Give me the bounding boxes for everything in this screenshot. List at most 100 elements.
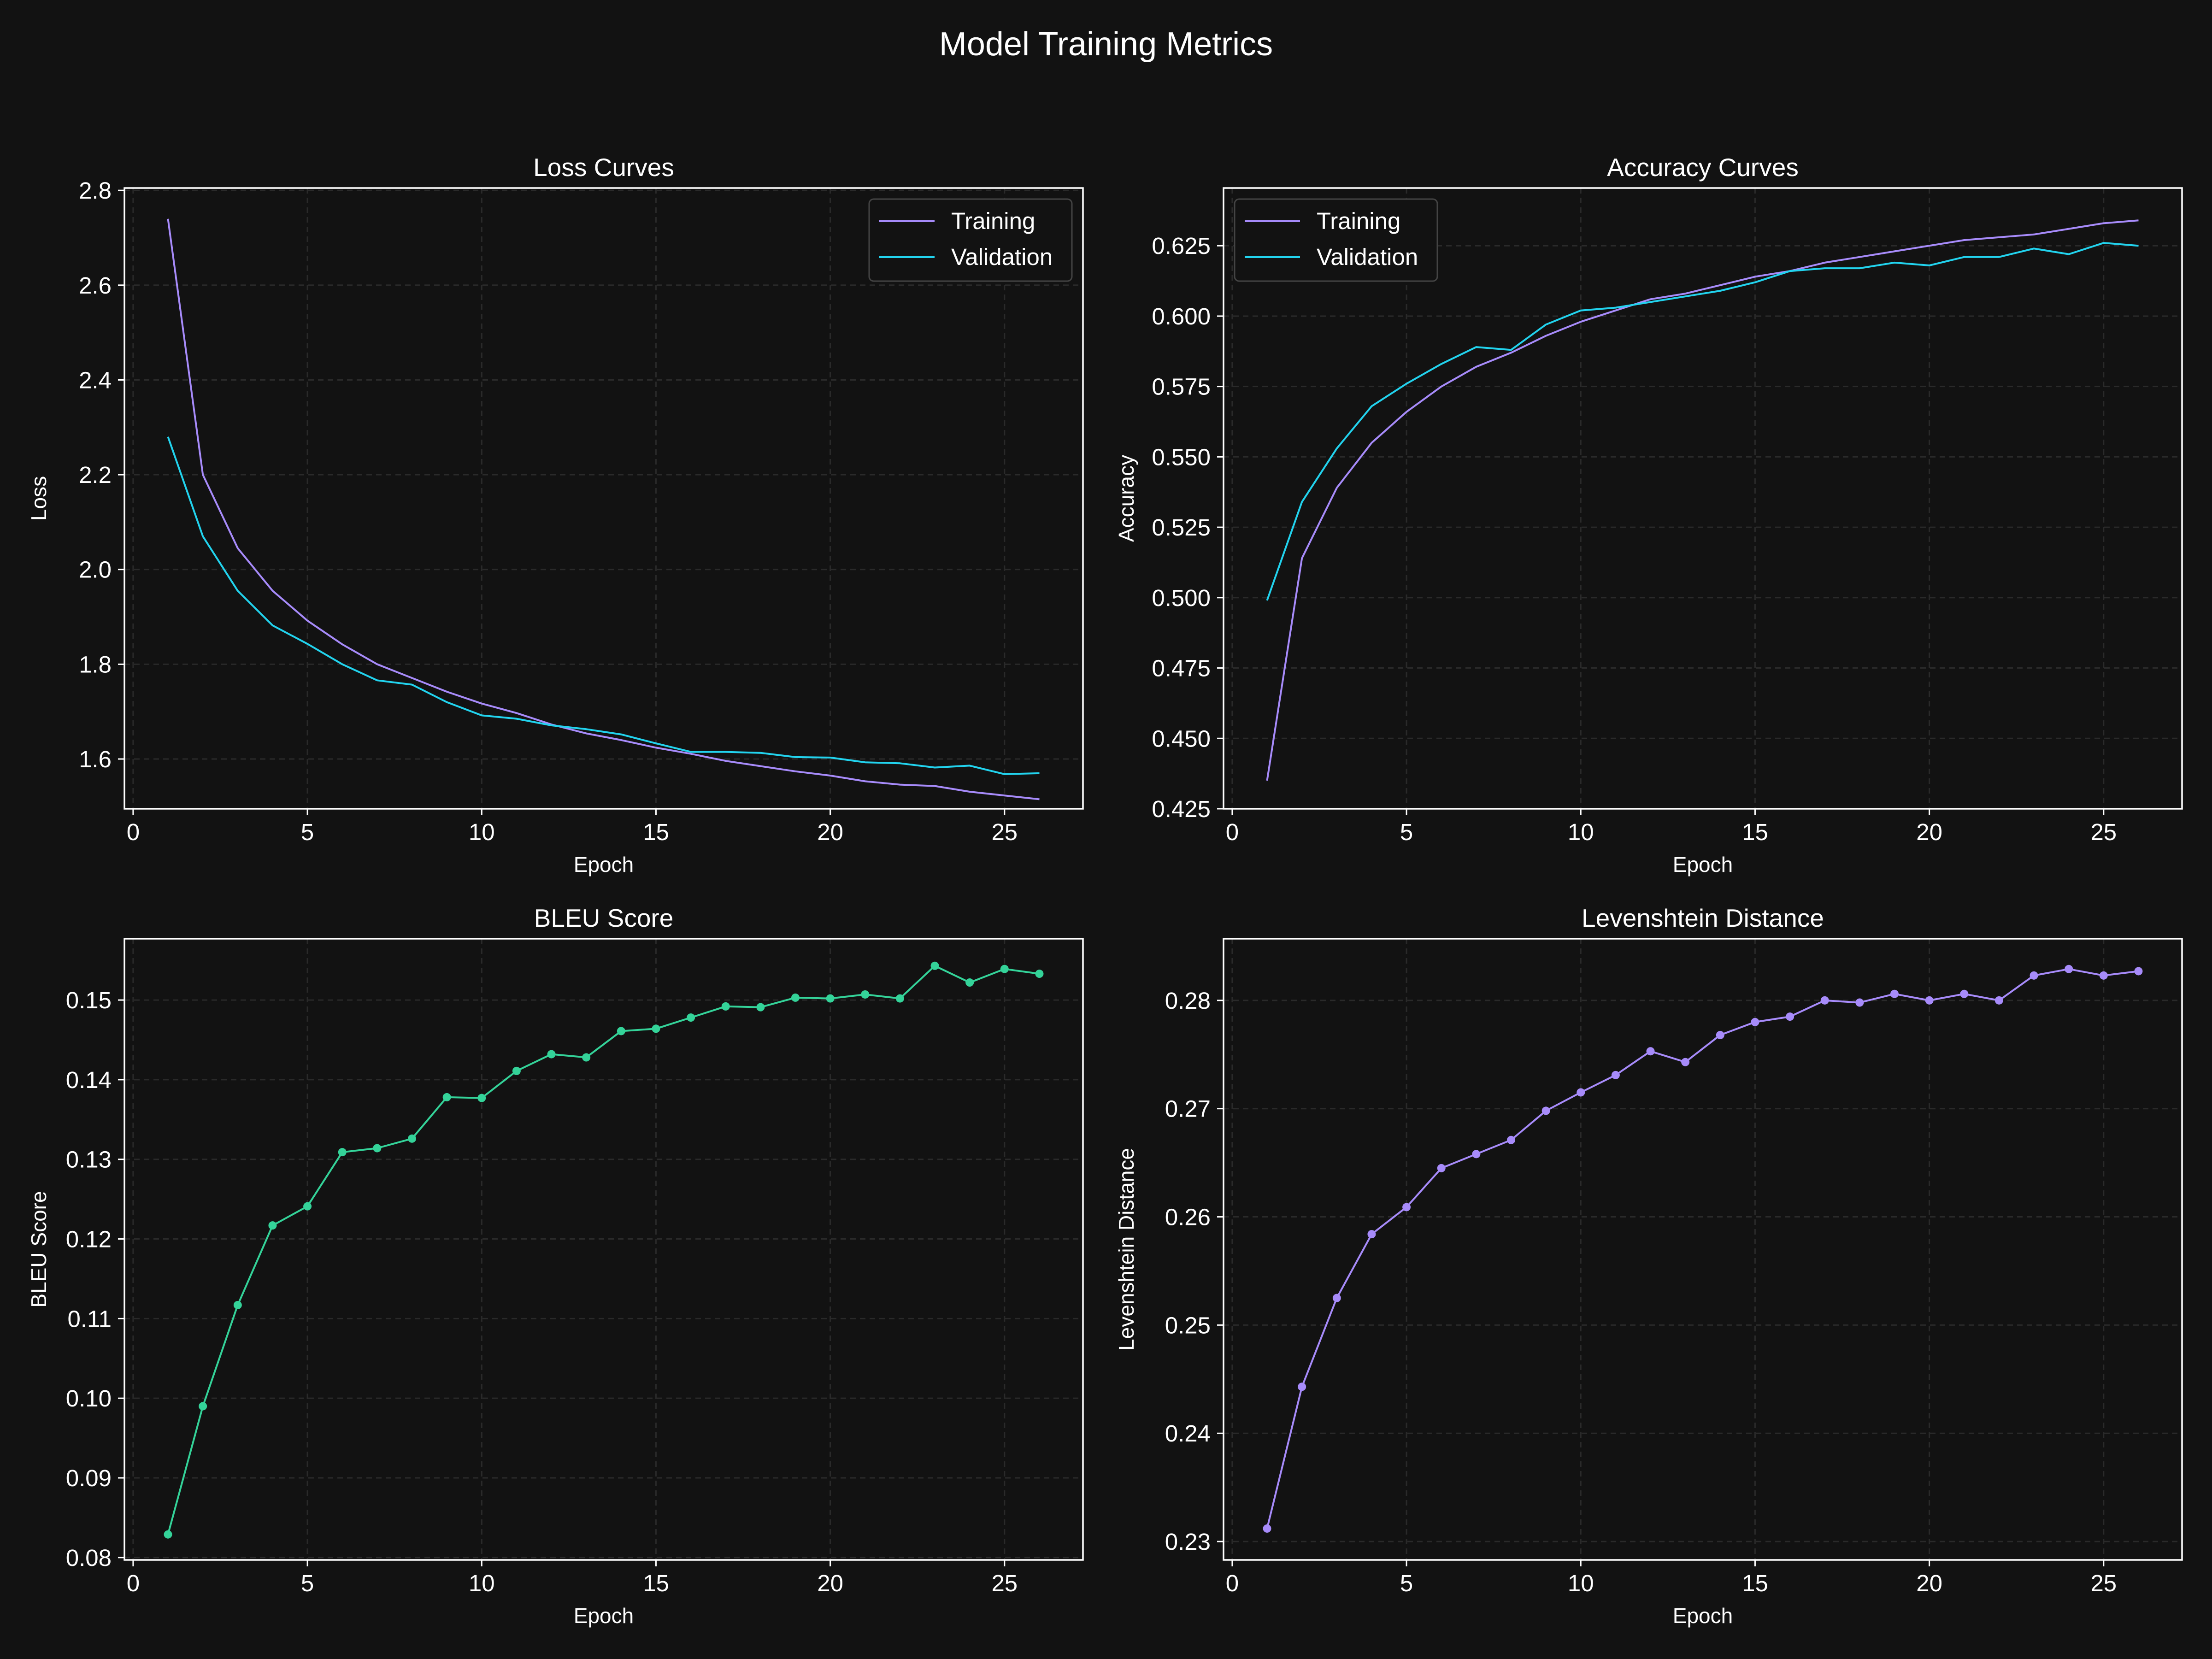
data-point [442, 1093, 451, 1101]
x-axis-label: Epoch [1673, 1604, 1733, 1628]
legend-entry: Validation [1317, 244, 1418, 270]
axes-frame [124, 938, 1084, 1561]
y-tick-label: 2.2 [79, 462, 112, 488]
y-tick-label: 0.500 [1152, 585, 1211, 611]
series-line-main [1266, 968, 2139, 1529]
subplot-1: 0 5 10 15 20 25 1.6 1.8 2.0 2.2 2.4 2.6 2.8 Loss Curv… [27, 153, 1084, 877]
legend-entry: Training [1317, 208, 1400, 234]
data-point [687, 1013, 695, 1022]
x-tick-label: 0 [127, 1570, 140, 1596]
y-tick-label: 0.09 [66, 1465, 112, 1491]
data-point [1855, 998, 1864, 1007]
y-tick-label: 0.27 [1165, 1096, 1211, 1122]
y-tick-label: 1.6 [79, 746, 112, 772]
y-tick-label: 0.26 [1165, 1204, 1211, 1230]
series-line-training [1266, 219, 2139, 781]
y-tick-label: 0.600 [1152, 303, 1211, 329]
data-point [1960, 989, 1969, 998]
data-point [1035, 970, 1044, 978]
data-point [1541, 1106, 1550, 1115]
x-tick-label: 15 [1742, 819, 1768, 845]
x-tick-label: 15 [1742, 1570, 1768, 1596]
x-axis-label: Epoch [574, 853, 634, 877]
data-point [2134, 967, 2143, 976]
data-point [2030, 971, 2038, 980]
x-tick-label: 25 [991, 819, 1018, 845]
data-point [1577, 1088, 1585, 1097]
y-tick-label: 0.475 [1152, 655, 1211, 682]
legend-entry: Validation [951, 244, 1053, 270]
legend-frame [868, 198, 1073, 282]
data-point [1000, 965, 1009, 973]
x-tick-label: 5 [1400, 1570, 1413, 1596]
y-tick-label: 0.23 [1165, 1529, 1211, 1555]
x-tick-label: 10 [1568, 819, 1594, 845]
data-point [2099, 971, 2108, 980]
x-tick-label: 25 [2090, 819, 2117, 845]
data-point [2065, 965, 2073, 973]
data-point [512, 1066, 521, 1075]
y-tick-label: 2.6 [79, 272, 112, 299]
axes-frame [1223, 187, 2183, 810]
data-point [1681, 1058, 1690, 1066]
x-tick-label: 10 [469, 1570, 495, 1596]
y-axis-label: BLEU Score [27, 1191, 51, 1307]
y-tick-label: 0.13 [66, 1147, 112, 1173]
data-point [1646, 1047, 1655, 1056]
data-point [1507, 1135, 1515, 1144]
x-tick-label: 10 [1568, 1570, 1594, 1596]
data-point [1402, 1203, 1411, 1212]
y-tick-label: 0.625 [1152, 233, 1211, 259]
data-point [895, 994, 904, 1003]
data-point [1890, 989, 1899, 998]
data-point [756, 1003, 765, 1012]
y-tick-label: 0.25 [1165, 1312, 1211, 1338]
y-tick-label: 0.12 [66, 1226, 112, 1253]
x-tick-label: 5 [301, 819, 314, 845]
y-tick-label: 1.8 [79, 651, 112, 677]
data-point [721, 1002, 730, 1011]
legend: Training Validation [1234, 198, 1438, 282]
y-tick-label: 0.15 [66, 987, 112, 1013]
x-tick-label: 0 [1226, 819, 1239, 845]
y-tick-label: 0.24 [1165, 1420, 1211, 1447]
x-tick-label: 5 [301, 1570, 314, 1596]
data-point [617, 1027, 625, 1035]
y-axis-label: Loss [27, 476, 51, 521]
y-tick-label: 0.14 [66, 1067, 112, 1093]
subplot-2: 0 5 10 15 20 25 0.425 0.450 0.475 0.500 0.525 0.550… [1114, 153, 2183, 877]
x-tick-label: 20 [1916, 1570, 1942, 1596]
x-tick-label: 15 [643, 819, 669, 845]
data-point [965, 978, 974, 987]
data-point [233, 1300, 242, 1309]
y-axis-label: Accuracy [1114, 455, 1138, 542]
data-point [268, 1221, 277, 1230]
data-point [791, 993, 800, 1002]
data-point [477, 1094, 486, 1102]
data-point [1332, 1294, 1341, 1302]
data-point [1925, 996, 1934, 1005]
series-line-main [167, 965, 1040, 1535]
x-axis-label: Epoch [1673, 853, 1733, 877]
y-tick-label: 0.28 [1165, 988, 1211, 1014]
x-tick-label: 25 [2090, 1570, 2117, 1596]
x-tick-label: 20 [1916, 819, 1942, 845]
data-point [1263, 1524, 1271, 1533]
x-tick-label: 5 [1400, 819, 1413, 845]
data-point [861, 990, 870, 999]
data-point [1472, 1150, 1481, 1159]
subplot-title: Levenshtein Distance [1582, 904, 1824, 932]
data-point [1994, 996, 2003, 1005]
y-axis-label: Levenshtein Distance [1114, 1148, 1138, 1351]
x-tick-label: 0 [127, 819, 140, 845]
y-tick-label: 0.575 [1152, 374, 1211, 400]
y-tick-label: 2.8 [79, 177, 112, 204]
legend-frame [1234, 198, 1438, 282]
x-tick-label: 15 [643, 1570, 669, 1596]
subplot-title: Accuracy Curves [1607, 153, 1799, 182]
axes-frame [124, 187, 1084, 810]
y-tick-label: 0.10 [66, 1385, 112, 1412]
data-point [373, 1144, 382, 1153]
data-point [1437, 1164, 1446, 1172]
